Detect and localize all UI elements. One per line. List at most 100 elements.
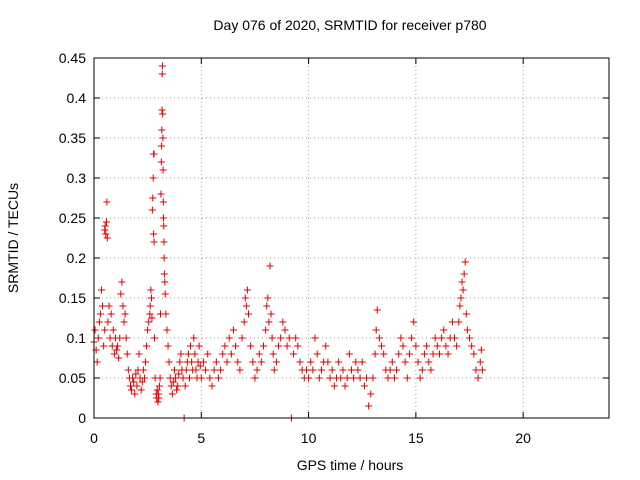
data-point: [101, 326, 109, 334]
data-point: [149, 194, 157, 202]
data-point: [232, 342, 240, 350]
y-tick-label: 0.15: [59, 290, 86, 306]
data-point: [184, 350, 192, 358]
data-point: [285, 334, 293, 342]
data-point: [102, 218, 110, 226]
data-point: [427, 366, 435, 374]
data-point: [279, 318, 287, 326]
y-tick-label: 0.45: [59, 50, 86, 66]
data-point: [110, 350, 118, 358]
data-point: [158, 70, 166, 78]
data-point: [478, 366, 486, 374]
data-point: [463, 326, 471, 334]
data-point: [185, 374, 193, 382]
data-point: [104, 318, 112, 326]
data-point: [167, 382, 175, 390]
data-point: [265, 318, 273, 326]
data-point: [448, 318, 456, 326]
data-point: [121, 310, 129, 318]
data-point: [461, 258, 469, 266]
data-point: [95, 318, 103, 326]
data-point: [161, 290, 169, 298]
data-point: [225, 334, 233, 342]
y-tick-label: 0.4: [67, 90, 87, 106]
data-point: [451, 334, 458, 342]
data-point: [281, 326, 289, 334]
data-point: [151, 334, 159, 342]
data-point: [150, 150, 158, 158]
data-point: [159, 198, 167, 206]
data-point: [153, 386, 161, 394]
data-point: [457, 294, 465, 302]
data-point: [160, 222, 168, 230]
data-point: [147, 286, 155, 294]
data-point: [156, 374, 164, 382]
data-point: [115, 354, 123, 362]
data-point: [435, 350, 443, 358]
data-point: [459, 286, 467, 294]
data-point: [412, 342, 420, 350]
data-point: [253, 366, 261, 374]
data-point: [268, 334, 276, 342]
data-point: [440, 326, 448, 334]
data-point: [100, 342, 108, 350]
data-point: [164, 342, 172, 350]
data-point: [431, 334, 439, 342]
data-point: [94, 334, 102, 342]
data-point: [219, 350, 227, 358]
data-point: [294, 342, 302, 350]
data-point: [416, 374, 424, 382]
data-point: [159, 110, 167, 118]
data-point: [148, 206, 156, 214]
data-point: [182, 366, 190, 374]
data-point: [107, 310, 115, 318]
plot-frame: [93, 57, 610, 419]
data-point: [242, 302, 250, 310]
data-point: [192, 366, 200, 374]
data-point: [102, 230, 110, 238]
data-point: [150, 230, 158, 238]
data-point: [388, 358, 396, 366]
data-point: [179, 374, 187, 382]
data-point: [157, 190, 165, 198]
data-point: [255, 350, 263, 358]
data-point: [129, 374, 137, 382]
data-point: [173, 386, 181, 394]
data-point: [262, 326, 270, 334]
y-tick-label: 0.25: [59, 210, 86, 226]
data-point: [181, 382, 189, 390]
data-point: [163, 326, 171, 334]
data-point: [128, 386, 136, 394]
data-point: [264, 294, 272, 302]
data-point: [326, 374, 334, 382]
data-point: [96, 310, 104, 318]
data-point: [292, 334, 300, 342]
data-point: [229, 326, 237, 334]
data-point: [137, 386, 145, 394]
data-point: [197, 374, 205, 382]
data-point: [277, 334, 285, 342]
data-point: [249, 358, 257, 366]
data-point: [462, 310, 470, 318]
data-point: [395, 350, 403, 358]
data-point: [243, 286, 251, 294]
data-point: [148, 294, 156, 302]
data-point: [313, 350, 321, 358]
data-point: [138, 378, 146, 386]
data-point: [204, 350, 212, 358]
data-point: [135, 350, 143, 358]
data-point: [365, 402, 373, 410]
data-point: [202, 366, 210, 374]
data-point: [397, 334, 405, 342]
data-point: [124, 366, 132, 374]
data-point: [345, 350, 353, 358]
chart-title: Day 076 of 2020, SRMTID for receiver p78…: [213, 17, 486, 33]
data-point: [423, 342, 431, 350]
data-point: [356, 374, 364, 382]
data-point: [405, 350, 413, 358]
data-point: [103, 198, 111, 206]
data-point: [146, 310, 154, 318]
data-point: [223, 358, 231, 366]
data-point: [150, 238, 158, 246]
data-point: [145, 318, 153, 326]
